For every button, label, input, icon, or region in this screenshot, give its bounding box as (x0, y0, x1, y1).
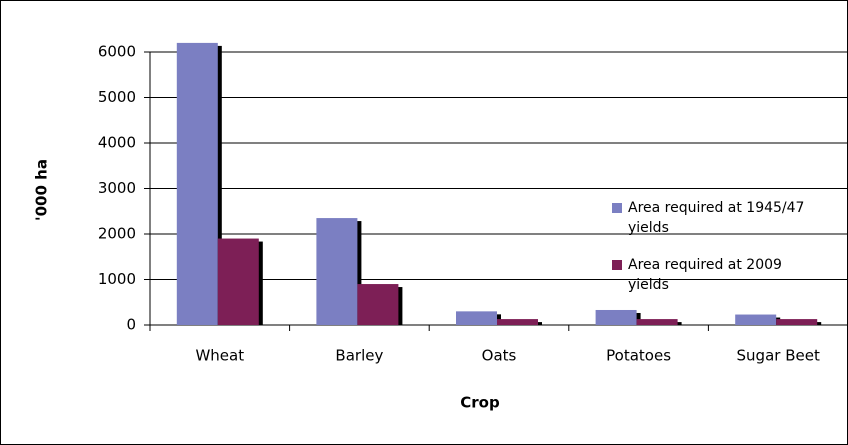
y-axis-title: '000 ha (33, 159, 51, 221)
bar (456, 311, 497, 325)
bar (497, 319, 538, 325)
bar (176, 42, 218, 326)
bar (776, 319, 818, 325)
y-tick-label: 3000 (98, 179, 136, 197)
x-tick-label: Barley (335, 347, 383, 365)
x-tick-label: Sugar Beet (737, 347, 820, 365)
bar (217, 238, 259, 325)
y-tick-label: 2000 (98, 225, 136, 243)
bar (636, 319, 678, 325)
bar (357, 284, 399, 325)
legend-label: Area required at 1945/47 yields (628, 200, 805, 236)
y-tick-label: 4000 (98, 134, 136, 152)
x-tick-label: Potatoes (606, 347, 671, 365)
y-tick-label: 5000 (98, 88, 136, 106)
legend-swatch (612, 260, 622, 270)
x-axis-title: Crop (460, 394, 500, 412)
y-tick-label: 6000 (98, 43, 136, 61)
bar (316, 218, 358, 325)
legend-item: Area required at 1945/47 yields (612, 198, 812, 238)
y-tick-label: 0 (126, 316, 136, 334)
bar (595, 309, 637, 325)
y-tick-label: 1000 (98, 270, 136, 288)
legend-swatch (612, 203, 622, 213)
x-tick-label: Oats (482, 347, 517, 365)
bar (735, 314, 777, 325)
legend-label: Area required at 2009 yields (628, 257, 782, 293)
x-tick-label: Wheat (195, 347, 244, 365)
legend-item: Area required at 2009 yields (612, 255, 812, 295)
